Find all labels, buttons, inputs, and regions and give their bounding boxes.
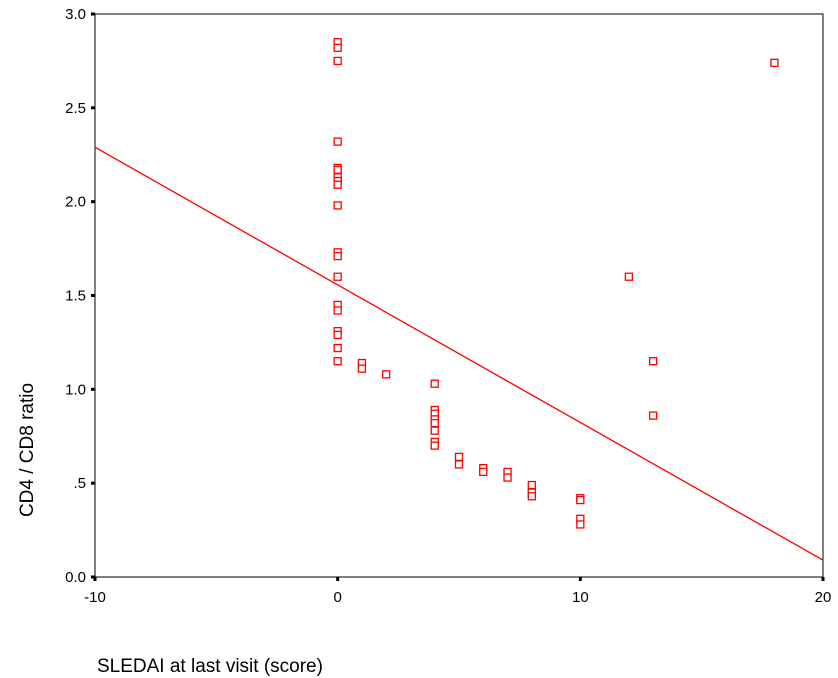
y-tick-label: 2.5 bbox=[65, 100, 86, 117]
data-point bbox=[576, 495, 585, 505]
data-point bbox=[648, 357, 658, 366]
regression-line-group bbox=[94, 146, 824, 561]
data-point bbox=[333, 357, 342, 366]
y-axis-title: CD4 / CD8 ratio bbox=[17, 383, 38, 517]
data-point bbox=[430, 426, 439, 435]
plot-frame bbox=[94, 13, 824, 578]
data-point bbox=[333, 251, 342, 261]
data-point bbox=[527, 480, 536, 490]
data-point bbox=[357, 364, 367, 373]
data-point bbox=[576, 520, 585, 529]
x-axis: -10 0 10 20 bbox=[84, 577, 831, 606]
data-point bbox=[333, 272, 342, 281]
x-tick-label: 0 bbox=[333, 589, 341, 606]
data-point bbox=[454, 460, 464, 469]
y-tick-label: 0.0 bbox=[65, 569, 86, 586]
data-point bbox=[454, 452, 464, 462]
y-tick-label: 1.0 bbox=[65, 381, 86, 398]
y-tick-label: 2.0 bbox=[65, 194, 86, 211]
data-point bbox=[333, 56, 342, 66]
data-point bbox=[624, 272, 634, 281]
y-tick-label: 1.5 bbox=[65, 288, 86, 305]
data-point bbox=[333, 306, 342, 315]
x-tick-label: 10 bbox=[572, 589, 589, 606]
data-point bbox=[333, 137, 342, 146]
data-point bbox=[503, 473, 512, 482]
regression-line bbox=[94, 146, 824, 561]
data-point bbox=[430, 418, 439, 428]
y-tick-label: 3.0 bbox=[65, 6, 86, 23]
data-point bbox=[648, 411, 658, 420]
x-tick-label: 20 bbox=[815, 589, 832, 606]
data-point bbox=[382, 370, 391, 379]
x-tick-label: -10 bbox=[84, 589, 106, 606]
data-point bbox=[430, 441, 439, 450]
data-point bbox=[333, 330, 342, 340]
plot-border bbox=[94, 13, 824, 578]
data-point bbox=[430, 379, 439, 388]
data-point bbox=[479, 467, 488, 477]
data-point bbox=[333, 343, 342, 353]
x-axis-title: SLEDAI at last visit (score) bbox=[97, 656, 323, 677]
data-point bbox=[527, 492, 536, 501]
y-tick-label: .5 bbox=[73, 475, 86, 492]
data-points bbox=[333, 38, 779, 529]
data-point bbox=[333, 43, 342, 52]
y-axis: 0.0 .5 1.0 1.5 2.0 2.5 3.0 bbox=[65, 6, 95, 586]
data-point bbox=[333, 201, 342, 210]
data-point bbox=[770, 58, 779, 67]
data-point bbox=[333, 180, 342, 189]
data-point bbox=[333, 165, 342, 174]
